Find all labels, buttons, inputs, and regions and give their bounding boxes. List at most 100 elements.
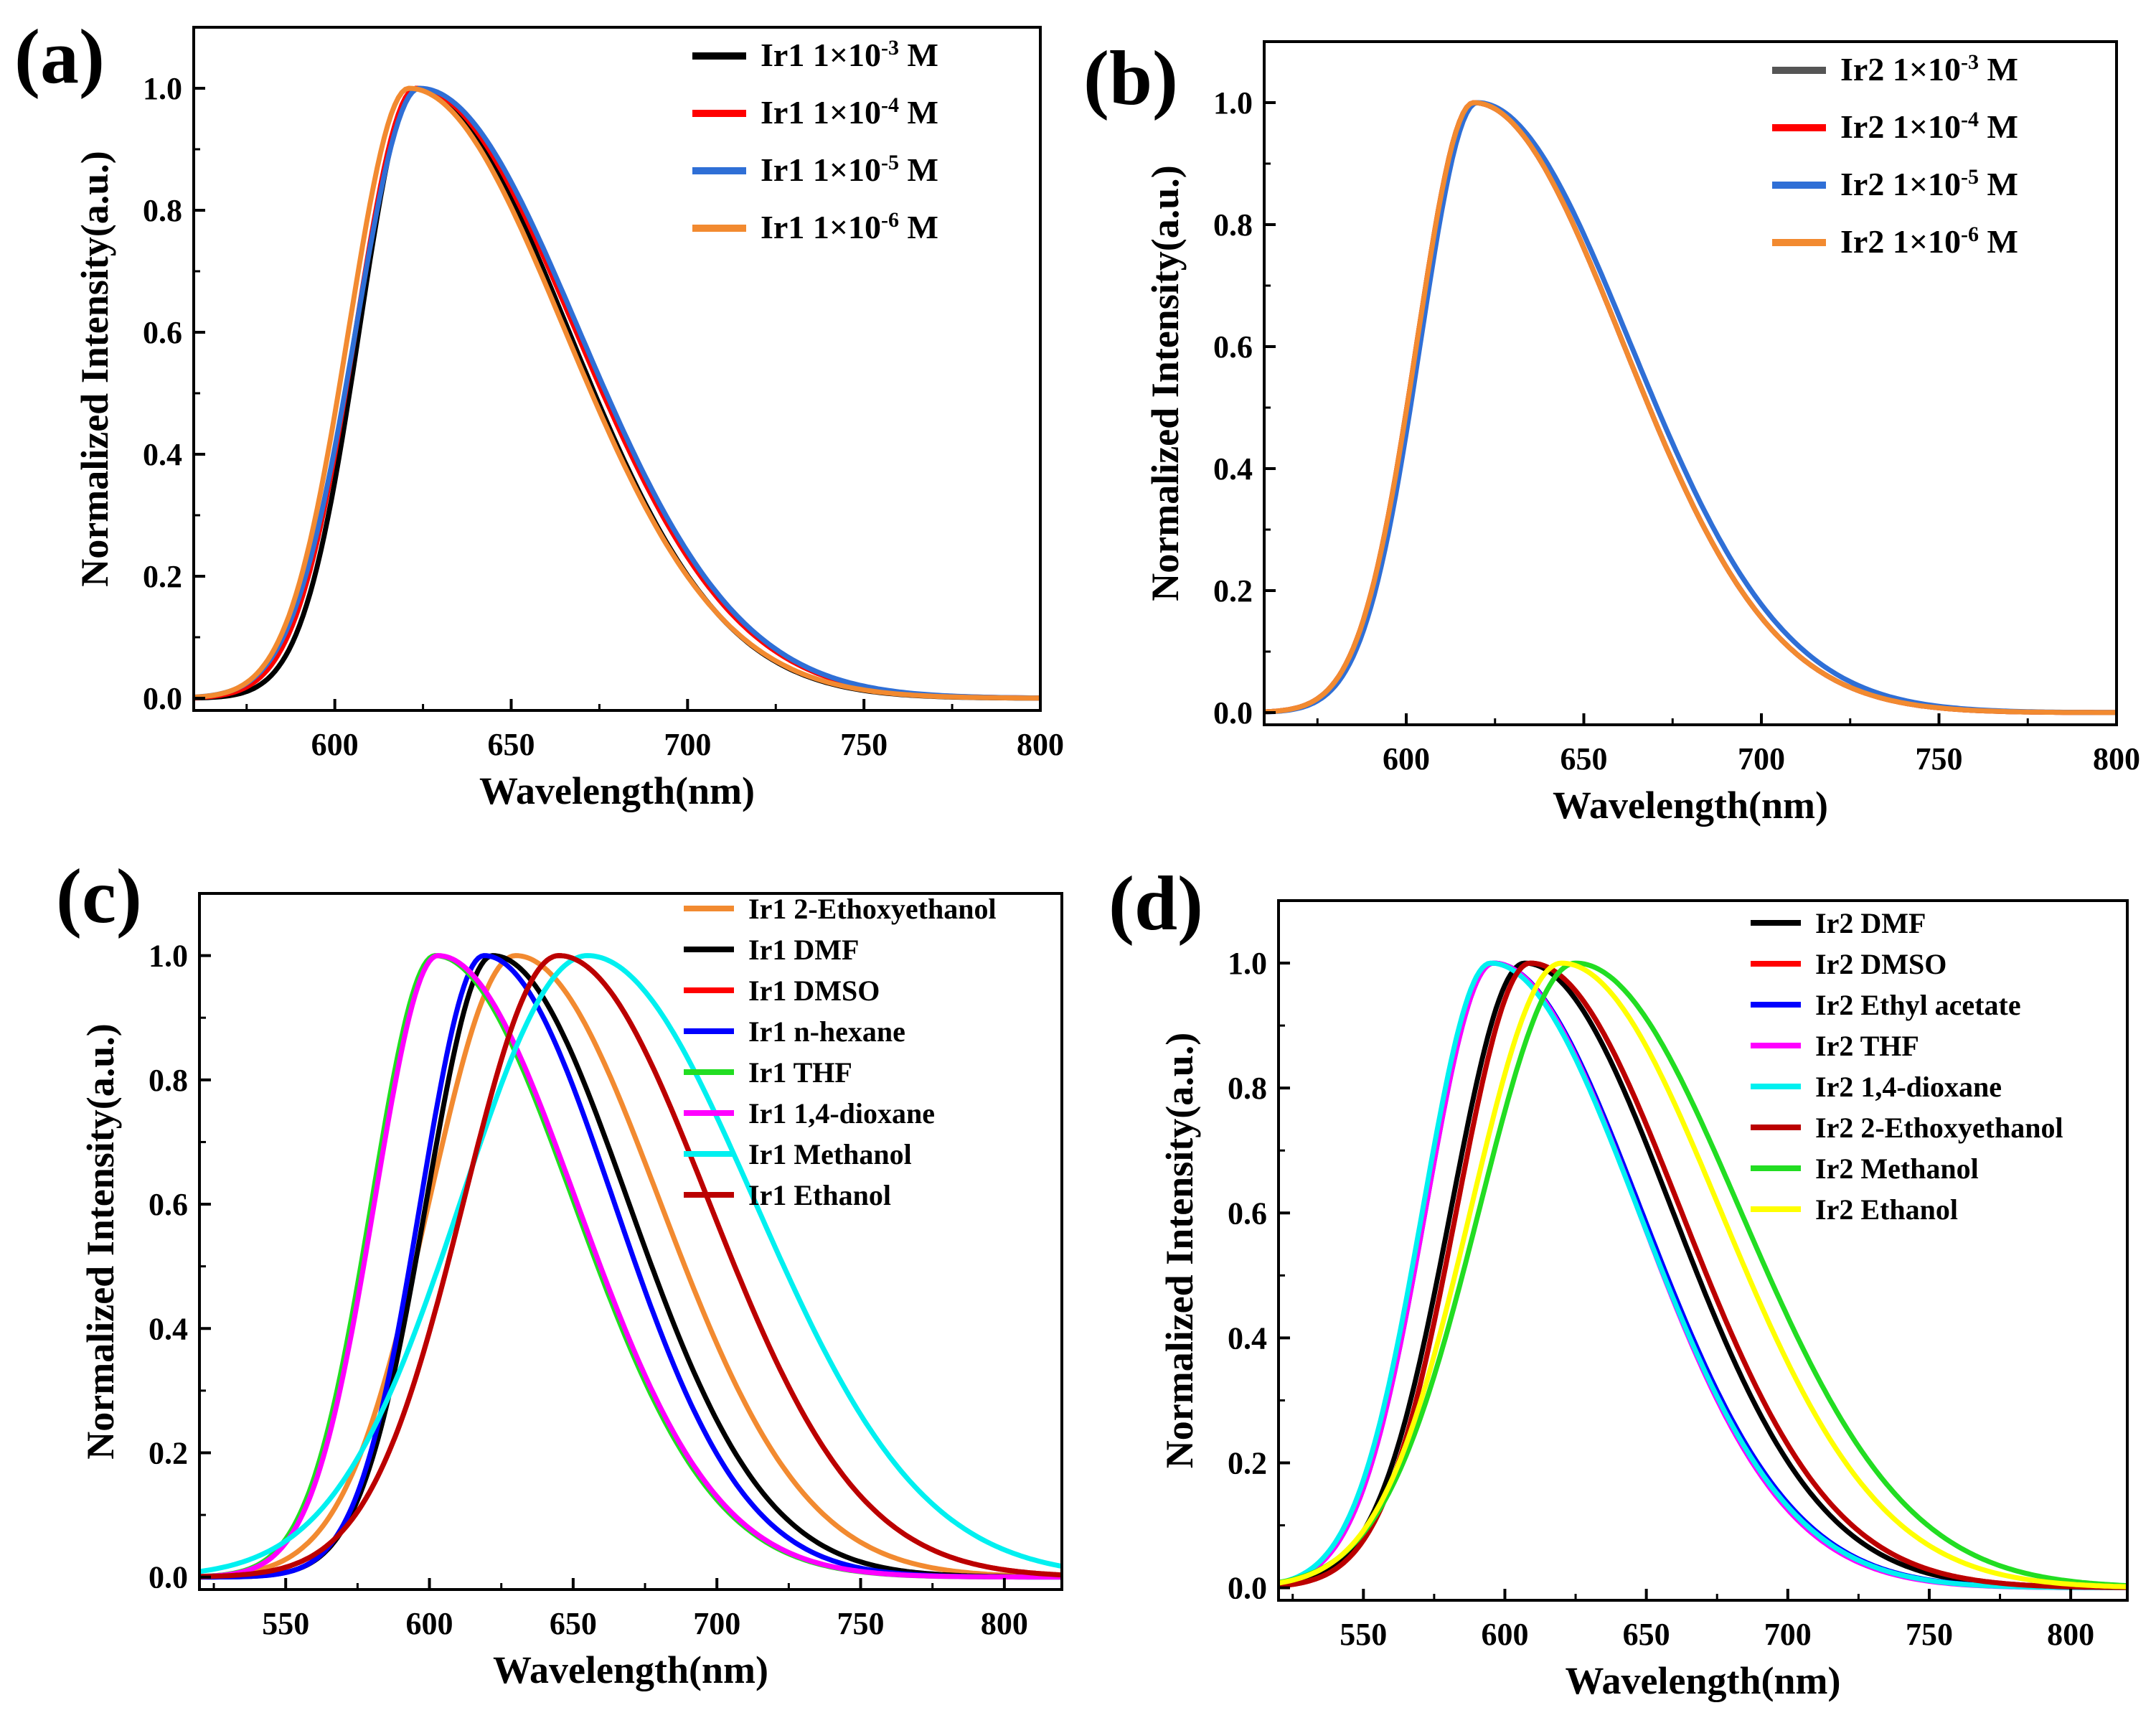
legend-label: Ir2 Methanol (1815, 1152, 1979, 1185)
y-tick-label: 0.2 (143, 559, 182, 594)
series-line-7 (199, 953, 1062, 1579)
x-tick-label: 750 (1906, 1617, 1953, 1652)
legend-unit: M (1979, 166, 2018, 202)
series-line-5 (1279, 960, 2127, 1590)
legend-label: Ir2 1,4-dioxane (1815, 1071, 2002, 1103)
series-line-0 (199, 953, 1062, 1579)
legend-label: Ir1 Ethanol (748, 1179, 891, 1211)
legend-unit: M (899, 37, 938, 73)
panel-label: (b) (1083, 36, 1178, 121)
panel-label: (c) (56, 854, 142, 939)
plot-frame (1277, 899, 2129, 1602)
series-line-3 (1264, 100, 2117, 715)
panel-b: (b) 600 650 700 750 800 0.0 0.2 0.4 0.6 0.8 1.0 Wave… (1083, 36, 2140, 827)
series-group (1264, 100, 2117, 715)
y-tick-label: 0.8 (149, 1063, 188, 1098)
y-tick-label: 0.4 (143, 437, 182, 472)
legend-label: Ir2 Ethyl acetate (1815, 989, 2021, 1021)
legend-unit: M (899, 151, 938, 188)
legend-exponent: -3 (1961, 50, 1979, 74)
x-tick-label: 700 (1738, 741, 1785, 776)
x-tick-label: 800 (2047, 1617, 2094, 1652)
y-tick-label: 0.6 (149, 1187, 188, 1222)
legend-exponent: -4 (1961, 108, 1979, 131)
panel-c: (c) 550 600 650 700 750 800 0.0 0.2 0.4 0.6 0.8 1.0 W… (56, 854, 1063, 1691)
x-tick-label: 700 (1764, 1617, 1812, 1652)
series-line-6 (199, 953, 1062, 1574)
x-tick-label: 600 (311, 727, 359, 762)
series-line-4 (199, 953, 1062, 1580)
legend-label: Ir1 DMSO (748, 975, 880, 1007)
panel-label: (d) (1108, 861, 1203, 947)
legend-label: Ir2 1×10-3 M (1840, 50, 2018, 88)
series-line-1 (1279, 960, 2127, 1590)
x-tick-label: 650 (488, 727, 535, 762)
x-tick-label: 650 (1560, 741, 1608, 776)
legend-unit: M (899, 209, 938, 245)
y-tick-label: 0.6 (143, 315, 182, 350)
y-tick-label: 1.0 (149, 939, 188, 974)
x-tick-label: 750 (1916, 741, 1963, 776)
series-group (194, 85, 1040, 701)
plot-frame (198, 892, 1063, 1591)
y-tick-label: 0.0 (143, 681, 182, 716)
legend-label: Ir1 DMF (748, 934, 859, 966)
series-line-2 (1279, 960, 2127, 1590)
y-tick-label: 0.2 (1213, 573, 1253, 609)
x-tick-label: 750 (837, 1606, 885, 1641)
legend-label: Ir2 1×10-6 M (1840, 222, 2018, 260)
series-line-5 (199, 953, 1062, 1580)
x-tick-label: 800 (2093, 741, 2140, 776)
legend-exponent: -6 (881, 208, 899, 232)
series-line-3 (199, 953, 1062, 1580)
legend-exponent: -5 (881, 151, 899, 174)
y-tick-label: 0.8 (143, 193, 182, 228)
x-tick-label: 600 (1481, 1617, 1528, 1652)
plot-frame (1263, 40, 2118, 726)
x-tick-label: 650 (550, 1606, 597, 1641)
legend-unit: M (1979, 223, 2018, 260)
legend-label: Ir2 1×10-5 M (1840, 165, 2018, 203)
legend-exponent: -3 (881, 36, 899, 60)
x-axis-label: Wavelength(nm) (1553, 784, 1828, 827)
y-tick-label: 0.2 (149, 1435, 188, 1470)
legend-unit: M (899, 94, 938, 131)
panel-label: (a) (14, 14, 105, 100)
series-line-3 (1279, 960, 2127, 1590)
x-tick-label: 550 (1340, 1617, 1387, 1652)
legend-label: Ir2 Ethanol (1815, 1193, 1958, 1226)
legend-label: Ir1 1×10-4 M (761, 93, 938, 131)
legend-label: Ir2 1×10-4 M (1840, 108, 2018, 146)
y-axis-label: Normalized Intensity(a.u.) (73, 151, 116, 586)
y-tick-label: 0.6 (1213, 329, 1253, 365)
legend-label: Ir2 DMSO (1815, 948, 1946, 980)
y-tick-label: 0.8 (1228, 1071, 1267, 1106)
series-line-2 (199, 953, 1062, 1579)
y-tick-label: 0.4 (1228, 1320, 1267, 1356)
panel-a: (a) 600 650 700 750 800 0.0 0.2 0.4 0.6 0.8 1.0 Wave… (14, 14, 1064, 812)
series-line-7 (1279, 960, 2127, 1590)
y-axis-label: Normalized Intensity(a.u.) (1158, 1033, 1201, 1468)
series-line-0 (1279, 960, 2127, 1590)
x-tick-label: 650 (1623, 1617, 1670, 1652)
legend: Ir2 DMF Ir2 DMSO Ir2 Ethyl acetate Ir2 THF I… (1751, 907, 2063, 1226)
legend-label: Ir1 1×10-6 M (761, 208, 938, 246)
y-tick-label: 0.2 (1228, 1445, 1267, 1480)
y-tick-label: 0.0 (149, 1560, 188, 1595)
legend-exponent: -4 (881, 93, 899, 117)
series-line-1 (199, 953, 1062, 1580)
series-group (1279, 960, 2127, 1590)
series-line-3 (194, 85, 1040, 701)
x-tick-label: 750 (840, 727, 888, 762)
panel-d: (d) 550 600 650 700 750 800 0.0 0.2 0.4 0.6 0.8 1.0 W… (1108, 861, 2129, 1702)
legend: Ir1 2-Ethoxyethanol Ir1 DMF Ir1 DMSO Ir1 n-… (684, 893, 997, 1211)
legend-label: Ir2 2-Ethoxyethanol (1815, 1112, 2063, 1144)
legend-label: Ir1 1×10-5 M (761, 151, 938, 189)
y-tick-label: 0.4 (149, 1311, 188, 1346)
plot-frame (192, 26, 1042, 712)
legend-exponent: -6 (1961, 222, 1979, 246)
series-line-6 (1279, 960, 2127, 1588)
legend-unit: M (1979, 108, 2018, 145)
y-axis-label: Normalized Intensity(a.u.) (1144, 165, 1187, 601)
